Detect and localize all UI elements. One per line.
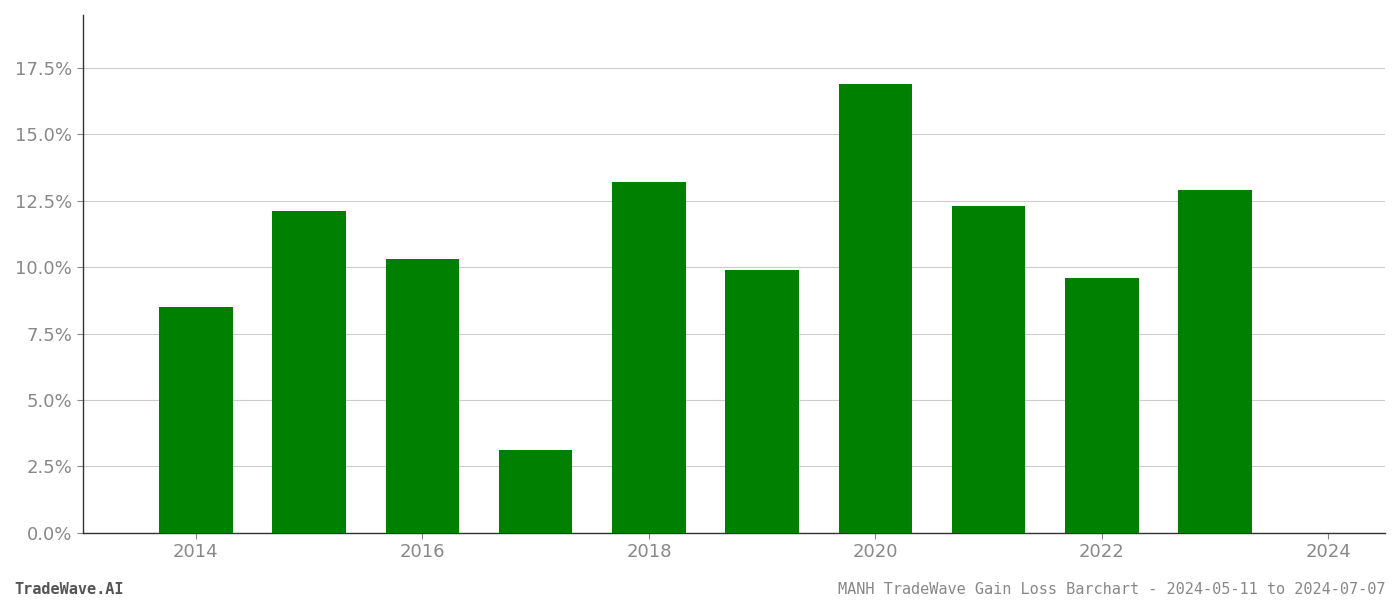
Text: TradeWave.AI: TradeWave.AI	[14, 582, 123, 597]
Bar	[952, 206, 1025, 533]
Bar	[839, 84, 913, 533]
Bar	[1065, 278, 1138, 533]
Bar	[612, 182, 686, 533]
Bar	[385, 259, 459, 533]
Bar	[160, 307, 232, 533]
Bar	[498, 451, 573, 533]
Bar	[725, 270, 799, 533]
Text: MANH TradeWave Gain Loss Barchart - 2024-05-11 to 2024-07-07: MANH TradeWave Gain Loss Barchart - 2024…	[839, 582, 1386, 597]
Bar	[273, 211, 346, 533]
Bar	[1179, 190, 1252, 533]
